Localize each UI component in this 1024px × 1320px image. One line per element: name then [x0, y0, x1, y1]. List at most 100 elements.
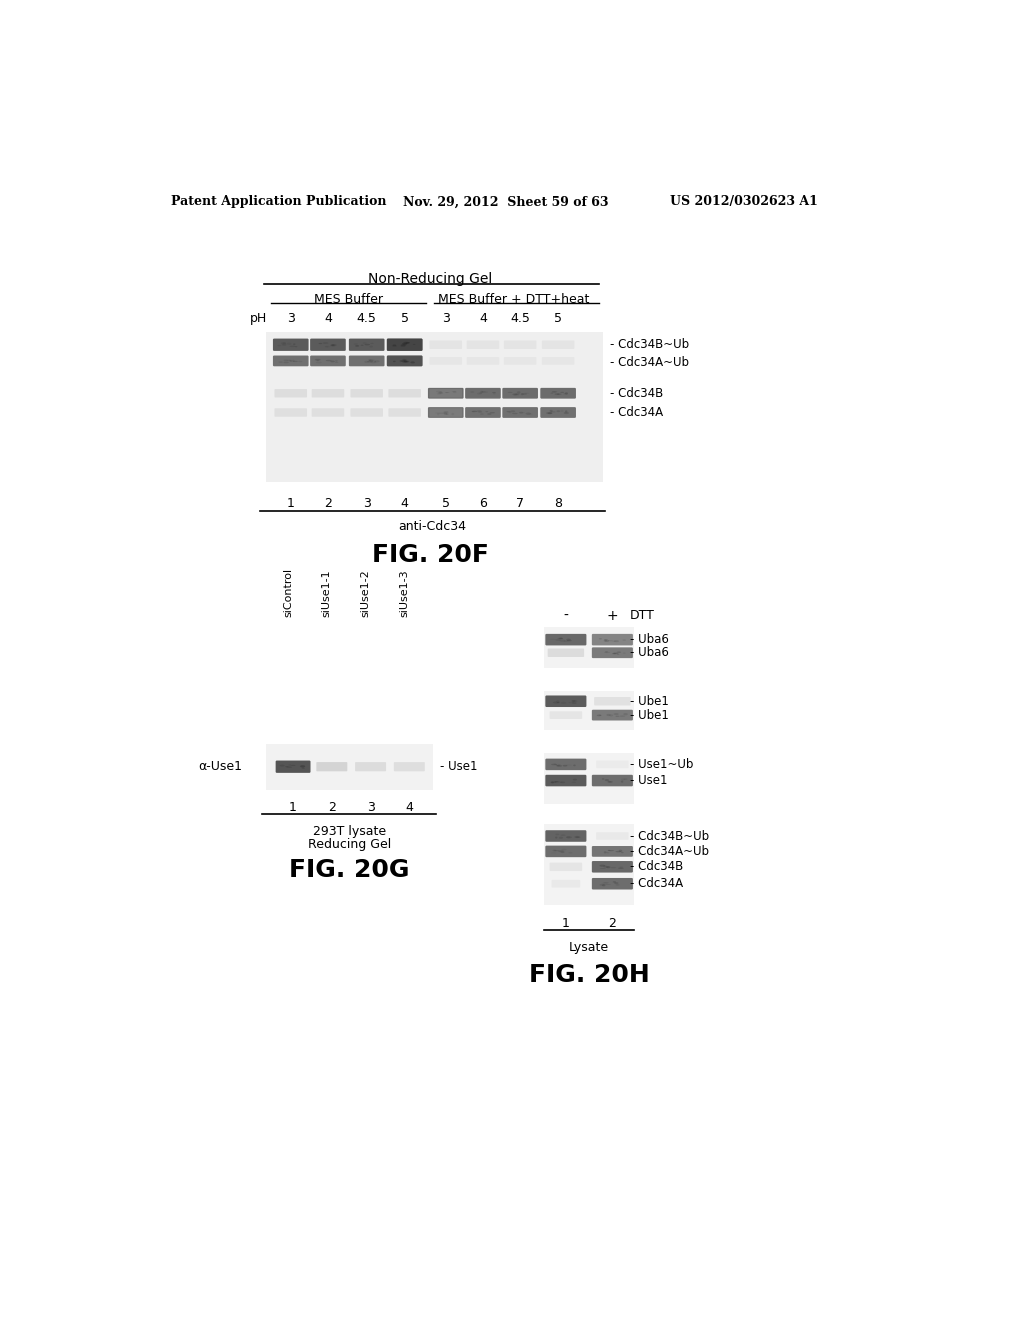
Ellipse shape: [362, 342, 367, 345]
Ellipse shape: [618, 867, 624, 869]
Ellipse shape: [287, 767, 292, 768]
Ellipse shape: [520, 393, 524, 395]
Ellipse shape: [355, 345, 359, 347]
Ellipse shape: [610, 867, 616, 869]
Text: MES Buffer + DTT+heat: MES Buffer + DTT+heat: [438, 293, 590, 306]
Text: pH: pH: [250, 313, 267, 326]
Text: 3: 3: [367, 801, 375, 814]
Ellipse shape: [393, 360, 395, 362]
Text: 6: 6: [479, 498, 486, 511]
Ellipse shape: [605, 779, 609, 781]
FancyBboxPatch shape: [387, 339, 423, 351]
Ellipse shape: [525, 412, 530, 414]
Ellipse shape: [519, 412, 523, 413]
Text: FIG. 20F: FIG. 20F: [372, 544, 488, 568]
FancyBboxPatch shape: [316, 762, 347, 771]
FancyBboxPatch shape: [310, 339, 346, 351]
Ellipse shape: [566, 836, 570, 838]
Text: - Uba6: - Uba6: [630, 634, 669, 647]
Ellipse shape: [606, 866, 610, 869]
Ellipse shape: [293, 343, 296, 346]
FancyBboxPatch shape: [592, 878, 633, 890]
Ellipse shape: [406, 342, 410, 343]
FancyBboxPatch shape: [349, 339, 385, 351]
Ellipse shape: [624, 713, 628, 715]
Ellipse shape: [556, 411, 560, 412]
Ellipse shape: [353, 343, 358, 345]
Ellipse shape: [517, 391, 520, 393]
FancyBboxPatch shape: [429, 358, 462, 364]
Ellipse shape: [453, 391, 457, 393]
Ellipse shape: [278, 345, 282, 346]
Ellipse shape: [335, 360, 338, 362]
Ellipse shape: [559, 639, 565, 642]
FancyBboxPatch shape: [548, 648, 584, 657]
Text: - Ube1: - Ube1: [630, 709, 669, 722]
FancyBboxPatch shape: [503, 388, 538, 399]
Ellipse shape: [559, 837, 563, 840]
Text: siControl: siControl: [283, 568, 293, 616]
Ellipse shape: [438, 392, 443, 393]
Ellipse shape: [612, 880, 616, 883]
Ellipse shape: [602, 777, 604, 780]
Ellipse shape: [443, 411, 449, 413]
Ellipse shape: [404, 360, 408, 362]
Ellipse shape: [556, 701, 560, 702]
Text: - Ube1: - Ube1: [630, 694, 669, 708]
Ellipse shape: [560, 834, 565, 836]
Ellipse shape: [574, 836, 580, 838]
Text: siUse1-2: siUse1-2: [360, 569, 371, 616]
Ellipse shape: [551, 392, 553, 393]
Ellipse shape: [567, 640, 571, 642]
FancyBboxPatch shape: [541, 388, 575, 399]
Ellipse shape: [616, 652, 622, 653]
FancyBboxPatch shape: [311, 389, 344, 397]
Bar: [544, 627, 634, 668]
FancyBboxPatch shape: [274, 408, 307, 417]
Ellipse shape: [325, 346, 330, 347]
Text: 5: 5: [441, 498, 450, 511]
Text: DTT: DTT: [630, 609, 654, 622]
Ellipse shape: [607, 781, 612, 783]
Ellipse shape: [393, 360, 395, 362]
Ellipse shape: [375, 360, 380, 363]
Ellipse shape: [411, 362, 415, 363]
FancyBboxPatch shape: [592, 861, 633, 873]
Text: - Use1: - Use1: [630, 774, 668, 787]
Text: - Uba6: - Uba6: [630, 647, 669, 659]
Ellipse shape: [300, 766, 305, 767]
Ellipse shape: [605, 651, 608, 652]
Text: US 2012/0302623 A1: US 2012/0302623 A1: [671, 195, 818, 209]
Ellipse shape: [616, 653, 620, 655]
Ellipse shape: [618, 850, 623, 851]
Ellipse shape: [620, 715, 625, 717]
Ellipse shape: [602, 884, 605, 886]
Ellipse shape: [558, 850, 564, 853]
FancyBboxPatch shape: [596, 832, 629, 840]
FancyBboxPatch shape: [465, 388, 501, 399]
Text: Lysate: Lysate: [569, 941, 609, 954]
Ellipse shape: [369, 359, 372, 360]
Ellipse shape: [280, 764, 285, 767]
Ellipse shape: [512, 393, 517, 396]
Ellipse shape: [487, 413, 492, 414]
Ellipse shape: [557, 638, 563, 639]
Ellipse shape: [512, 413, 518, 414]
Ellipse shape: [511, 411, 515, 412]
Ellipse shape: [599, 865, 605, 867]
Ellipse shape: [437, 393, 441, 395]
Ellipse shape: [402, 343, 408, 345]
FancyBboxPatch shape: [467, 341, 500, 348]
FancyBboxPatch shape: [542, 358, 574, 364]
Ellipse shape: [561, 409, 563, 412]
Ellipse shape: [406, 342, 410, 343]
Ellipse shape: [326, 360, 332, 362]
FancyBboxPatch shape: [542, 341, 574, 348]
Text: MES Buffer: MES Buffer: [314, 293, 383, 306]
Ellipse shape: [439, 391, 442, 393]
Ellipse shape: [623, 639, 626, 640]
Text: - Cdc34B: - Cdc34B: [630, 861, 683, 874]
Ellipse shape: [555, 833, 559, 836]
Text: FIG. 20G: FIG. 20G: [289, 858, 410, 882]
Ellipse shape: [556, 764, 562, 767]
